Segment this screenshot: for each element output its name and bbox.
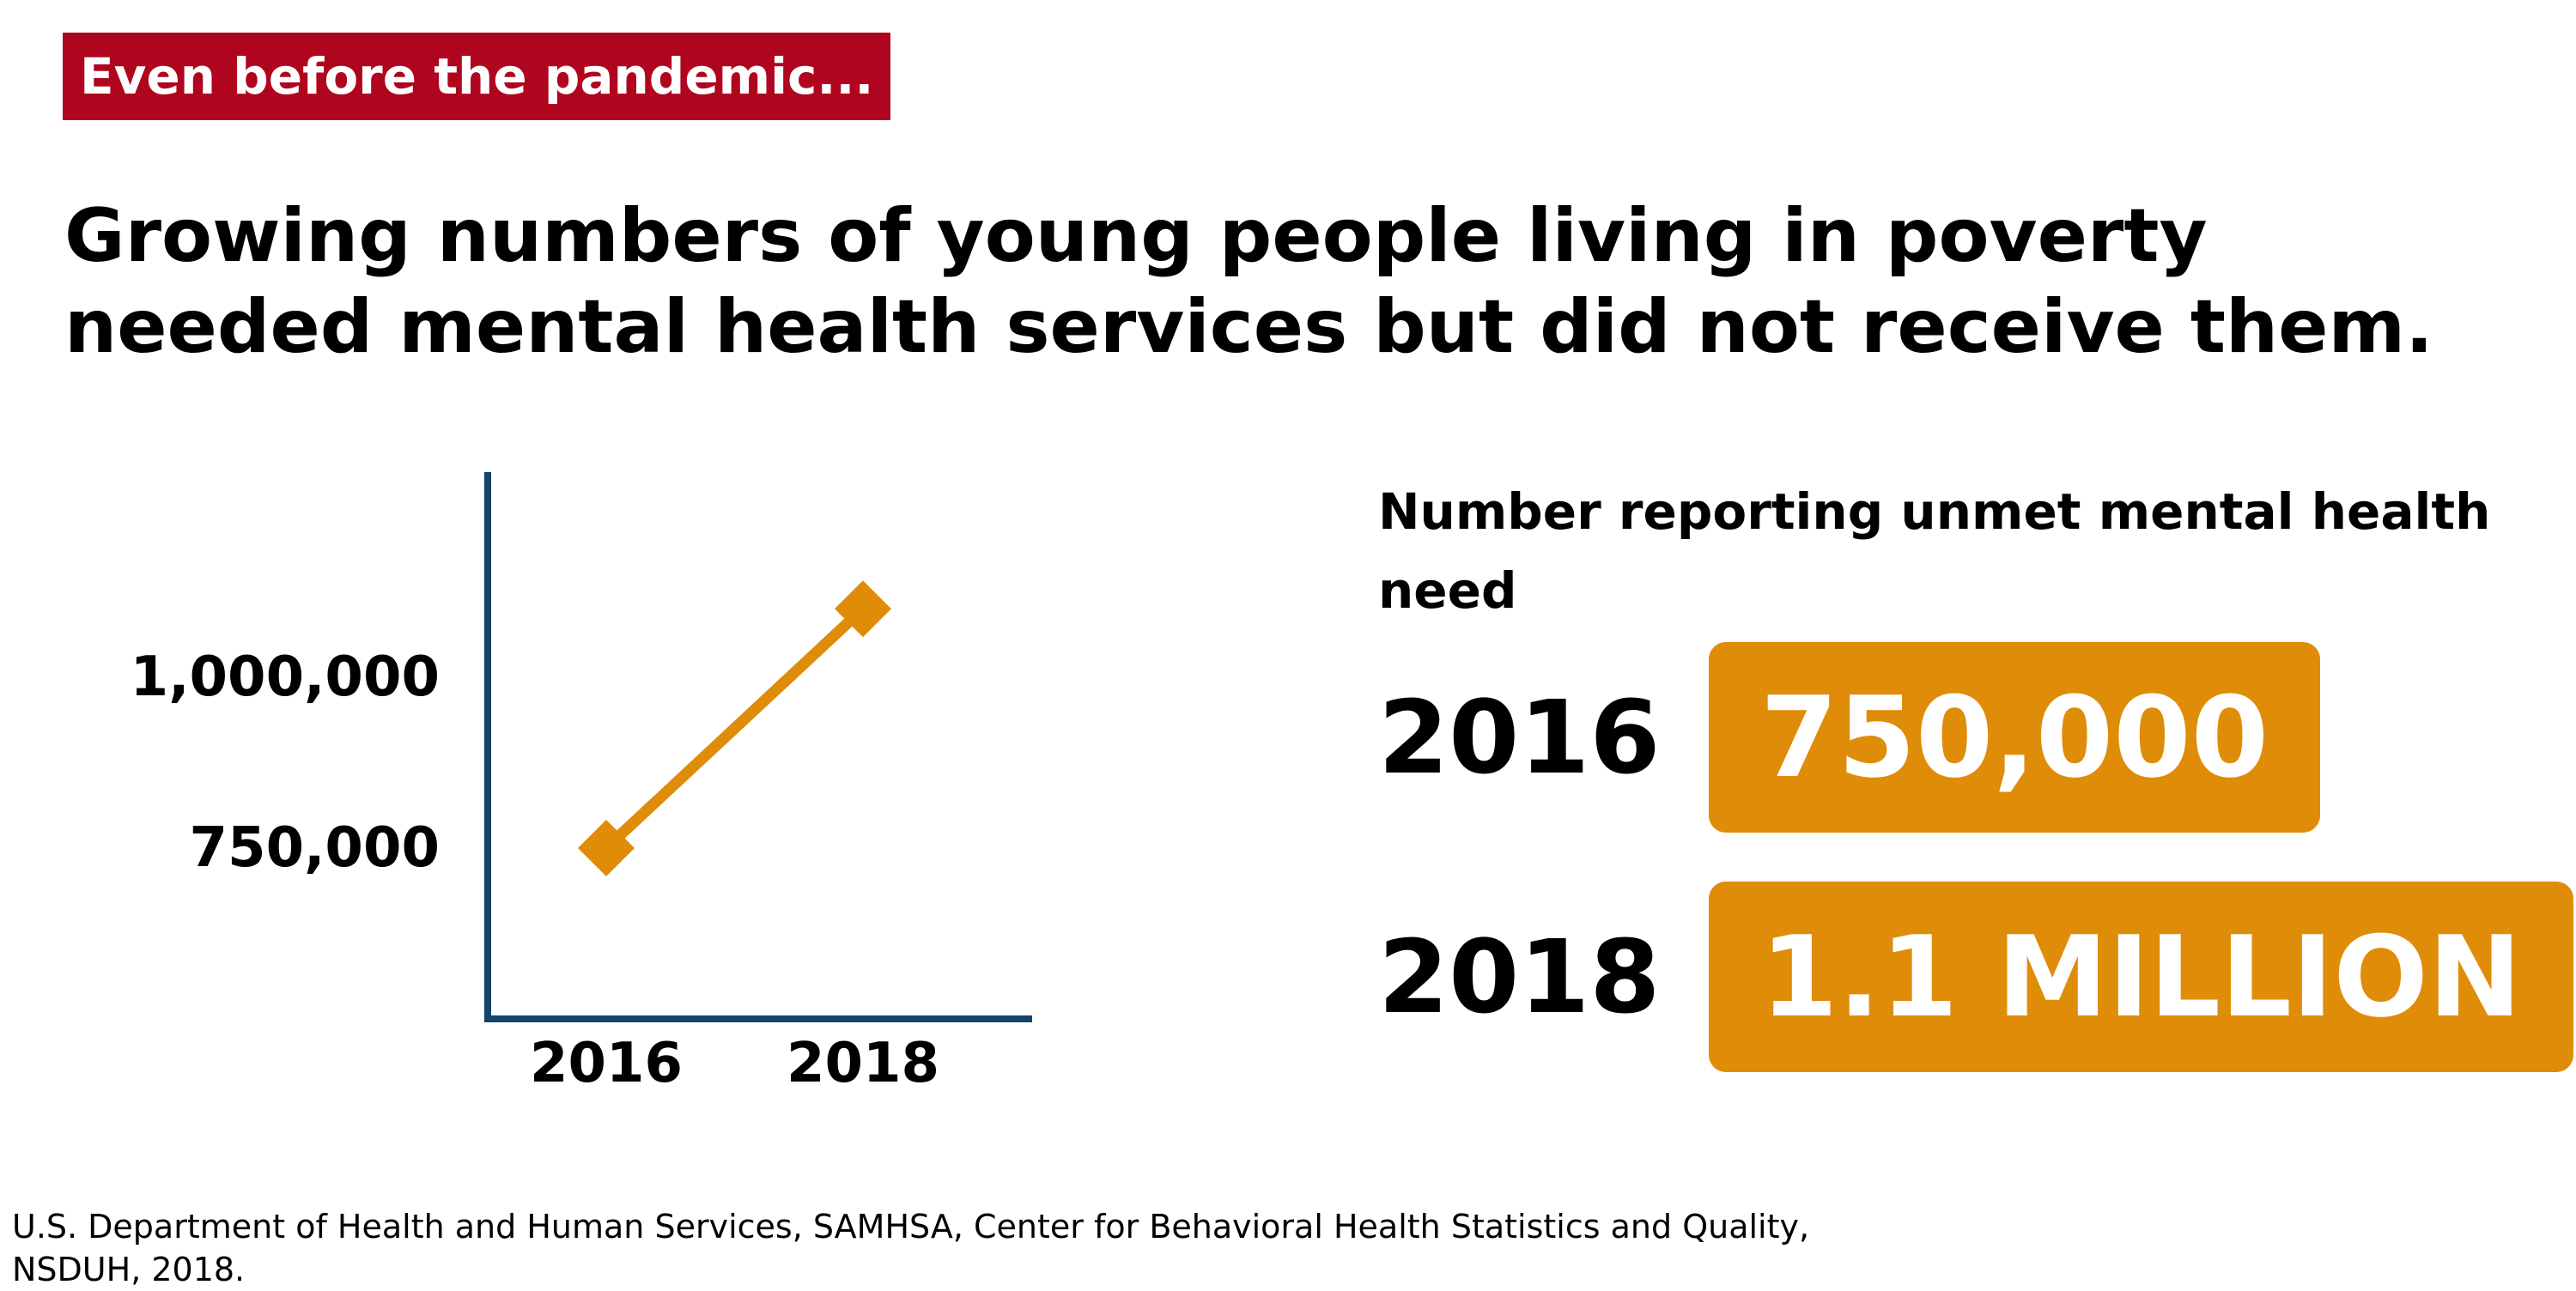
stat-value-badge: 750,000: [1709, 642, 2321, 833]
stat-label: Number reporting unmet mental health nee…: [1378, 482, 2491, 620]
y-tick-label: 750,000: [190, 816, 440, 880]
x-tick-label: 2018: [787, 1032, 939, 1095]
stat-row-2016: 2016 750,000: [1378, 642, 2321, 833]
trend-chart: 1,000,000 750,000 2016 2018: [131, 472, 1032, 1095]
data-point-marker: [835, 580, 891, 638]
y-tick-label: 1,000,000: [131, 646, 440, 709]
headline: Growing numbers of young people living i…: [64, 193, 2433, 370]
intro-tag: Even before the pandemic...: [63, 33, 891, 120]
x-tick-label: 2016: [530, 1032, 683, 1095]
series-line: [602, 604, 867, 852]
stat-value-badge: 1.1 MILLION: [1709, 882, 2573, 1072]
stat-year: 2016: [1378, 678, 1661, 797]
source-citation: U.S. Department of Health and Human Serv…: [12, 1208, 1810, 1288]
stat-row-2018: 2018 1.1 MILLION: [1378, 882, 2573, 1072]
data-point-marker: [578, 819, 635, 876]
stat-year: 2018: [1378, 918, 1661, 1036]
